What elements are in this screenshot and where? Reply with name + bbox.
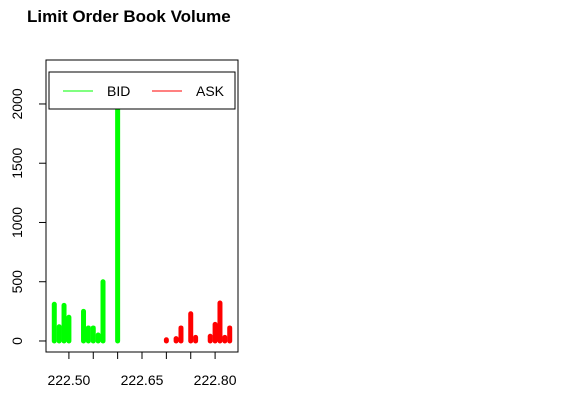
y-tick-label: 500 (9, 270, 25, 294)
y-tick-label: 1500 (9, 147, 25, 178)
x-tick-label: 222.50 (47, 372, 90, 388)
legend-label: BID (107, 83, 130, 99)
x-axis-label: Price ($) (116, 412, 169, 414)
legend-label: ASK (196, 83, 225, 99)
y-tick-label: 2000 (9, 88, 25, 119)
y-tick-label: 0 (9, 337, 25, 345)
x-tick-label: 222.65 (121, 372, 164, 388)
chart-title: Limit Order Book Volume (27, 7, 231, 26)
x-tick-label: 222.80 (194, 372, 237, 388)
y-tick-label: 1000 (9, 207, 25, 238)
